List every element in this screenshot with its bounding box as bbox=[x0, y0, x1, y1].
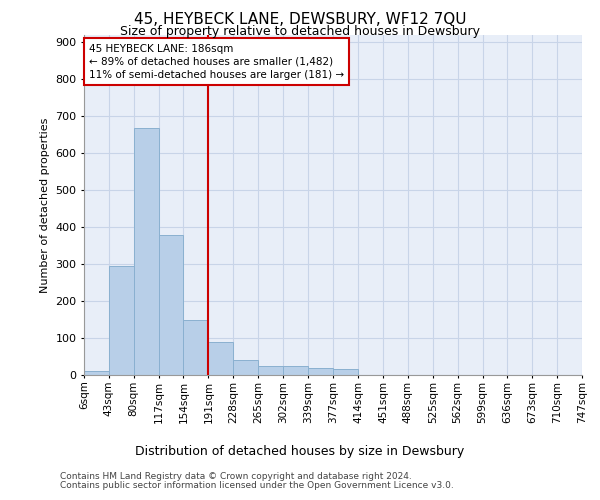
Text: 45 HEYBECK LANE: 186sqm
← 89% of detached houses are smaller (1,482)
11% of semi: 45 HEYBECK LANE: 186sqm ← 89% of detache… bbox=[89, 44, 344, 80]
Text: Distribution of detached houses by size in Dewsbury: Distribution of detached houses by size … bbox=[136, 444, 464, 458]
Bar bbox=[283, 366, 308, 375]
Bar bbox=[134, 128, 158, 375]
Bar bbox=[158, 234, 184, 375]
Bar bbox=[334, 370, 358, 375]
Bar bbox=[184, 320, 208, 375]
Bar bbox=[308, 368, 334, 375]
Text: Contains HM Land Registry data © Crown copyright and database right 2024.: Contains HM Land Registry data © Crown c… bbox=[60, 472, 412, 481]
Text: 45, HEYBECK LANE, DEWSBURY, WF12 7QU: 45, HEYBECK LANE, DEWSBURY, WF12 7QU bbox=[134, 12, 466, 28]
Bar bbox=[208, 342, 233, 375]
Bar bbox=[258, 366, 283, 375]
Bar bbox=[109, 266, 134, 375]
Y-axis label: Number of detached properties: Number of detached properties bbox=[40, 118, 50, 292]
Text: Contains public sector information licensed under the Open Government Licence v3: Contains public sector information licen… bbox=[60, 481, 454, 490]
Bar bbox=[233, 360, 258, 375]
Text: Size of property relative to detached houses in Dewsbury: Size of property relative to detached ho… bbox=[120, 25, 480, 38]
Bar bbox=[84, 372, 109, 375]
